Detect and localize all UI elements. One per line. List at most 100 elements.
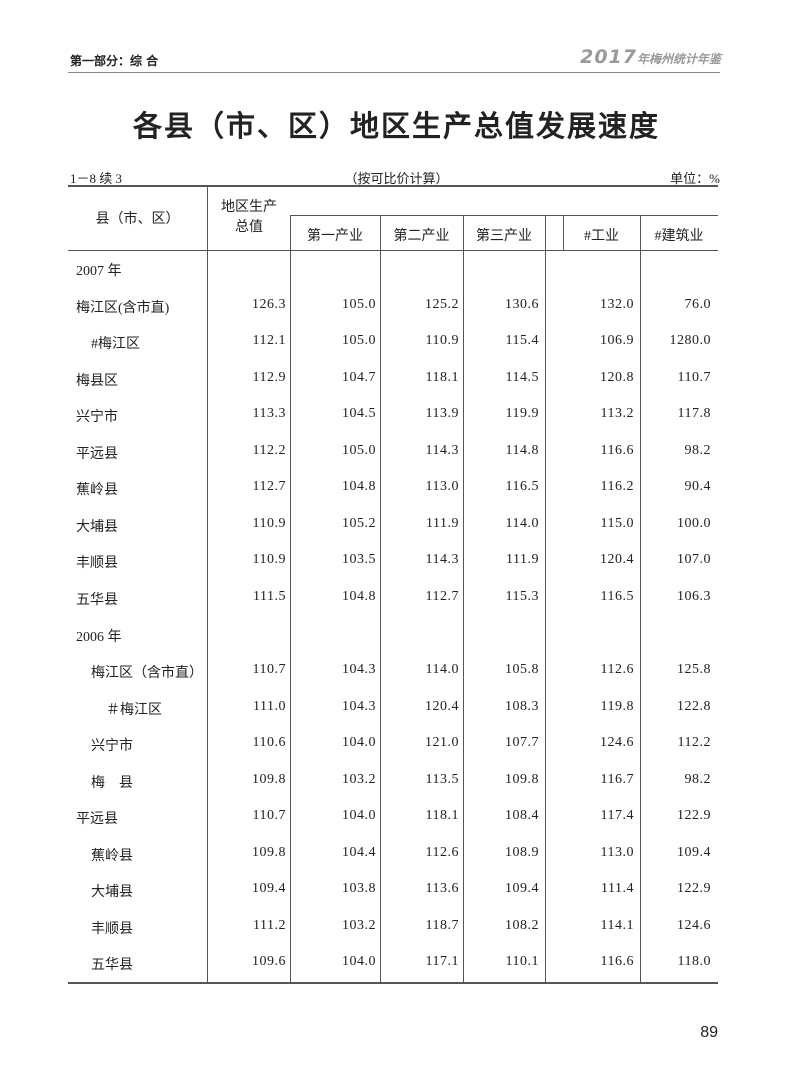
cell-value: 120.4 — [600, 552, 634, 568]
cell-value: 111.0 — [253, 698, 286, 714]
table-row: 梅县区 112.9 104.7 118.1 114.5 120.8 110.7 — [68, 361, 718, 398]
cell-value: 105.0 — [342, 442, 376, 458]
row-label: 丰顺县 — [91, 921, 133, 937]
cell-value: 76.0 — [684, 296, 711, 312]
cell-value: 114.3 — [425, 442, 459, 458]
table-row: ＃梅江区 111.0 104.3 120.4 108.3 119.8 122.8 — [68, 690, 718, 727]
row-label: 大埔县 — [91, 885, 133, 901]
cell-value: 103.2 — [342, 771, 376, 787]
cell-value: 105.0 — [342, 296, 376, 312]
cell-value: 113.0 — [600, 844, 634, 860]
cell-value: 118.7 — [425, 917, 459, 933]
column-divider — [640, 215, 641, 983]
column-divider — [563, 215, 564, 251]
cell-value: 104.3 — [342, 698, 376, 714]
row-label: 蕉岭县 — [91, 848, 133, 864]
cell-value: 109.6 — [252, 954, 286, 970]
cell-value: 106.3 — [677, 588, 711, 604]
cell-value: 90.4 — [684, 479, 711, 495]
row-label: 兴宁市 — [76, 410, 118, 426]
cell-value: 110.1 — [505, 954, 539, 970]
col-header-gdp: 地区生产总值 — [221, 200, 277, 235]
row-label: 梅江区(含市直) — [76, 300, 170, 316]
cell-value: 110.6 — [252, 735, 286, 751]
cell-value: 112.6 — [425, 844, 459, 860]
header-rule — [68, 72, 720, 73]
cell-value: 116.2 — [600, 479, 634, 495]
cell-value: 132.0 — [600, 296, 634, 312]
cell-value: 113.2 — [600, 406, 634, 422]
table-row: 大埔县 109.4 103.8 113.6 109.4 111.4 122.9 — [68, 872, 718, 909]
row-label: 梅 县 — [91, 775, 133, 791]
section-header: 第一部分：综 合 — [70, 54, 159, 68]
column-divider — [207, 186, 208, 983]
cell-value: 104.8 — [342, 588, 376, 604]
cell-value: 110.7 — [252, 808, 286, 824]
cell-value: 109.4 — [677, 844, 711, 860]
yearbook-name: 年梅州统计年鉴 — [636, 52, 721, 66]
cell-value: 114.1 — [600, 917, 634, 933]
col-header-primary: 第一产业 — [307, 229, 363, 244]
cell-value: 125.8 — [677, 662, 711, 678]
table-row: 五华县 111.5 104.8 112.7 115.3 116.5 106.3 — [68, 580, 718, 617]
cell-value: 113.3 — [252, 406, 286, 422]
cell-value: 98.2 — [684, 771, 711, 787]
cell-value: 108.9 — [505, 844, 539, 860]
table-row: 蕉岭县 109.8 104.4 112.6 108.9 113.0 109.4 — [68, 836, 718, 873]
cell-value: 120.8 — [600, 369, 634, 385]
cell-value: 107.0 — [677, 552, 711, 568]
row-label: 2007 年 — [76, 264, 122, 279]
page-number: 89 — [700, 1024, 718, 1041]
cell-value: 117.1 — [425, 954, 459, 970]
cell-value: 1280.0 — [669, 333, 711, 349]
cell-value: 111.5 — [253, 588, 286, 604]
column-divider — [290, 215, 291, 983]
row-label: ＃梅江区 — [106, 702, 162, 718]
cell-value: 120.4 — [425, 698, 459, 714]
cell-value: 117.4 — [600, 808, 634, 824]
cell-value: 106.9 — [600, 333, 634, 349]
cell-value: 116.5 — [600, 588, 634, 604]
cell-value: 118.1 — [425, 369, 459, 385]
cell-value: 115.3 — [505, 588, 539, 604]
cell-value: 114.5 — [505, 369, 539, 385]
page-title: 各县（市、区）地区生产总值发展速度 — [132, 111, 660, 143]
cell-value: 110.9 — [425, 333, 459, 349]
cell-value: 112.2 — [677, 735, 711, 751]
table-row: 蕉岭县 112.7 104.8 113.0 116.5 116.2 90.4 — [68, 470, 718, 507]
cell-value: 112.7 — [252, 479, 286, 495]
cell-value: 126.3 — [252, 296, 286, 312]
cell-value: 112.6 — [600, 662, 634, 678]
yearbook-year: 2017 — [580, 46, 637, 68]
col-header-secondary: 第二产业 — [393, 229, 450, 244]
cell-value: 109.8 — [505, 771, 539, 787]
table-row: 平远县 110.7 104.0 118.1 108.4 117.4 122.9 — [68, 799, 718, 836]
cell-value: 122.9 — [677, 881, 711, 897]
cell-value: 109.8 — [252, 844, 286, 860]
cell-value: 112.9 — [252, 369, 286, 385]
cell-value: 100.0 — [677, 515, 711, 531]
cell-value: 113.6 — [425, 881, 459, 897]
cell-value: 104.0 — [342, 808, 376, 824]
table-row: 五华县 109.6 104.0 117.1 110.1 116.6 118.0 — [68, 945, 718, 982]
table-row: 梅江区（含市直） 110.7 104.3 114.0 105.8 112.6 125.8 — [68, 653, 718, 690]
row-label: 兴宁市 — [91, 739, 133, 755]
row-label: 梅县区 — [76, 373, 118, 389]
cell-value: 122.9 — [677, 808, 711, 824]
cell-value: 116.7 — [600, 771, 634, 787]
cell-value: 113.5 — [425, 771, 459, 787]
table-row: 梅 县 109.8 103.2 113.5 109.8 116.7 98.2 — [68, 763, 718, 800]
cell-value: 121.0 — [425, 735, 459, 751]
cell-value: 116.6 — [600, 954, 634, 970]
table-top-rule — [68, 185, 718, 187]
cell-value: 111.9 — [506, 552, 539, 568]
cell-value: 109.4 — [505, 881, 539, 897]
cell-value: 119.9 — [505, 406, 539, 422]
cell-value: 104.3 — [342, 662, 376, 678]
col-header-construction: #建筑业 — [654, 229, 704, 244]
row-label: 五华县 — [91, 958, 133, 974]
cell-value: 117.8 — [677, 406, 711, 422]
row-label: 平远县 — [76, 446, 118, 462]
cell-value: 112.7 — [425, 588, 459, 604]
column-divider — [380, 215, 381, 983]
